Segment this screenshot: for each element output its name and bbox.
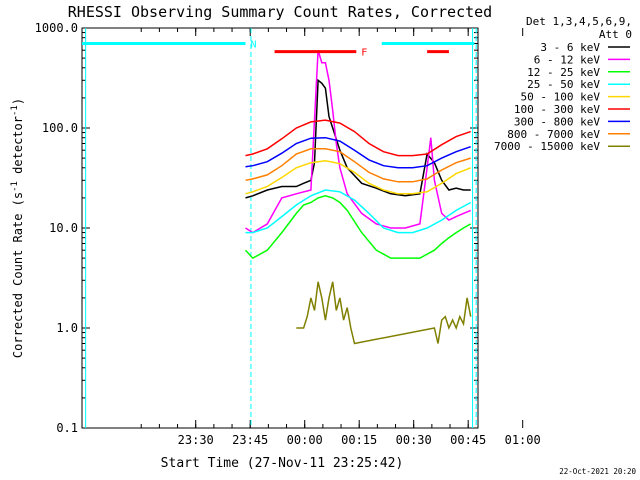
legend-label: 800 - 7000 keV [507,128,600,141]
series-line-9 [296,281,472,345]
series-line-3 [244,195,472,260]
flag-label: N [250,39,256,50]
legend-label: 25 - 50 keV [527,78,600,91]
series-line-8 [245,148,471,183]
flag-label: F [361,48,367,59]
x-tick-label: 01:00 [505,433,541,447]
legend-label: 300 - 800 keV [514,115,600,128]
legend-label: 100 - 300 keV [514,103,600,116]
y-tick-label: 1.0 [56,321,78,335]
plot-frame [81,27,479,429]
series-line-5 [245,160,471,195]
series-line-1 [245,78,471,199]
series-line-7 [245,136,471,169]
x-tick-label: 00:00 [287,433,323,447]
series-line-2 [245,49,471,234]
legend-label: 50 - 100 keV [521,91,601,104]
x-axis: 23:30 23:45 00:00 00:15 00:30 00:45 01:00 [140,28,541,447]
flag-bars: NF [82,39,475,59]
series-line-6 [245,119,471,157]
reference-lines [85,28,477,428]
x-tick-label: 00:45 [450,433,486,447]
x-tick-label: 23:30 [178,433,214,447]
x-tick-label: 00:30 [396,433,432,447]
y-axis-label: Corrected Count Rate (s-1 detector-1) [10,98,25,358]
y-axis: 0.1 1.0 10.0 100.0 1000.0 [35,21,478,435]
series-line-4 [245,189,472,234]
legend-header-line2: Att 0 [599,28,632,41]
series-layer [244,49,472,345]
y-tick-label: 1000.0 [35,21,78,35]
x-tick-label: 23:45 [232,433,268,447]
legend-label: 6 - 12 keV [534,53,601,66]
chart-title: RHESSI Observing Summary Count Rates, Co… [68,3,492,21]
x-axis-label: Start Time (27-Nov-11 23:25:42) [161,456,404,471]
y-tick-label: 10.0 [49,221,78,235]
y-tick-label: 100.0 [42,121,78,135]
x-tick-label: 00:15 [341,433,377,447]
footer-timestamp: 22-Oct-2021 20:20 [559,467,636,476]
legend-label: 3 - 6 keV [540,41,600,54]
y-tick-label: 0.1 [56,421,78,435]
legend-header-line1: Det 1,3,4,5,6,9, [526,15,632,28]
legend-label: 12 - 25 keV [527,66,600,79]
legend-label: 7000 - 15000 keV [494,140,600,153]
